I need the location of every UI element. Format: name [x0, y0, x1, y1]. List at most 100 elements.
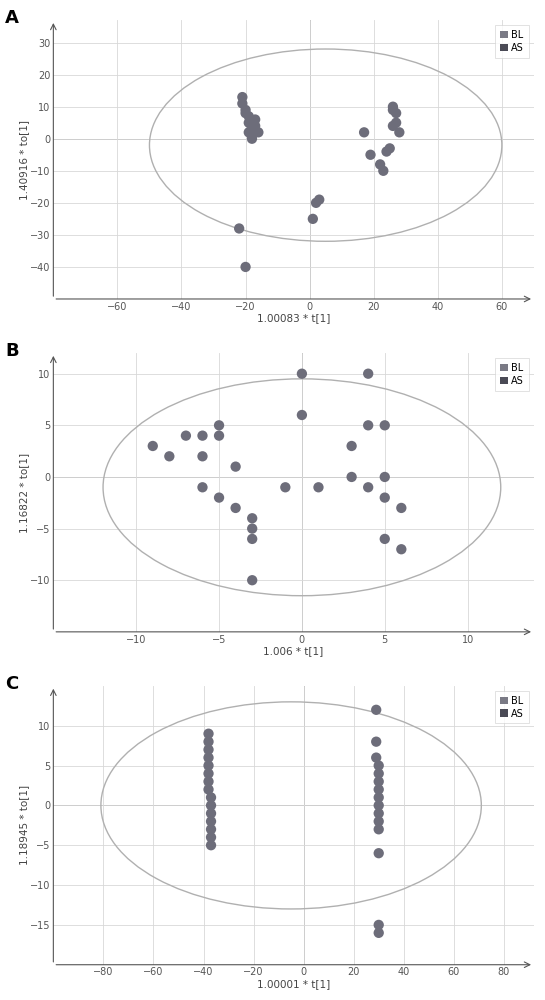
Point — [380, 417, 389, 433]
Point — [247, 128, 256, 144]
X-axis label: 1.006 * t[1]: 1.006 * t[1] — [263, 646, 324, 656]
Point — [244, 115, 253, 131]
Point — [397, 500, 405, 516]
Point — [241, 105, 250, 121]
Point — [364, 479, 373, 495]
Point — [389, 99, 397, 115]
Point — [389, 102, 397, 118]
Point — [215, 417, 223, 433]
Point — [389, 118, 397, 134]
Point — [248, 521, 257, 537]
Point — [204, 774, 213, 790]
Point — [207, 805, 215, 821]
Point — [241, 102, 250, 118]
Point — [376, 156, 384, 172]
Point — [380, 490, 389, 506]
Point — [204, 781, 213, 797]
Point — [281, 479, 290, 495]
Point — [181, 428, 190, 444]
Point — [372, 702, 380, 718]
Point — [247, 131, 256, 147]
Point — [165, 448, 174, 464]
Point — [374, 797, 383, 813]
Point — [198, 428, 207, 444]
Point — [364, 417, 373, 433]
Point — [380, 469, 389, 485]
Point — [374, 805, 383, 821]
Point — [238, 89, 247, 105]
Point — [298, 407, 306, 423]
Text: B: B — [5, 342, 19, 360]
Legend: BL, AS: BL, AS — [495, 25, 529, 58]
Point — [374, 774, 383, 790]
X-axis label: 1.00083 * t[1]: 1.00083 * t[1] — [257, 313, 330, 323]
Point — [247, 121, 256, 137]
Point — [347, 438, 356, 454]
Point — [308, 211, 317, 227]
Point — [248, 572, 257, 588]
Point — [315, 192, 324, 208]
Point — [392, 115, 401, 131]
Point — [207, 821, 215, 837]
Point — [397, 541, 405, 557]
Point — [360, 124, 368, 140]
Point — [385, 140, 394, 156]
Legend: BL, AS: BL, AS — [495, 691, 529, 723]
Point — [374, 821, 383, 837]
Point — [204, 742, 213, 758]
Point — [204, 758, 213, 774]
Point — [379, 163, 387, 179]
Point — [382, 144, 391, 160]
Point — [374, 758, 383, 774]
Point — [207, 789, 215, 805]
Point — [215, 428, 223, 444]
Point — [244, 108, 253, 124]
Legend: BL, AS: BL, AS — [495, 358, 529, 391]
Point — [395, 124, 404, 140]
Point — [374, 813, 383, 829]
Point — [241, 259, 250, 275]
Point — [374, 925, 383, 941]
Point — [207, 797, 215, 813]
Point — [207, 829, 215, 845]
Point — [248, 510, 257, 526]
Point — [248, 531, 257, 547]
Y-axis label: 1.16822 * to[1]: 1.16822 * to[1] — [19, 452, 29, 533]
Point — [238, 95, 247, 111]
Text: A: A — [5, 9, 19, 27]
Point — [244, 124, 253, 140]
Point — [364, 366, 373, 382]
Point — [392, 105, 401, 121]
Point — [374, 789, 383, 805]
Point — [372, 750, 380, 766]
Point — [215, 490, 223, 506]
Point — [231, 500, 240, 516]
Y-axis label: 1.40916 * to[1]: 1.40916 * to[1] — [19, 120, 29, 200]
Point — [298, 366, 306, 382]
Point — [374, 917, 383, 933]
Point — [314, 479, 323, 495]
Point — [254, 124, 263, 140]
Point — [207, 837, 215, 853]
Point — [235, 220, 244, 236]
Point — [251, 118, 259, 134]
Point — [204, 750, 213, 766]
Point — [347, 469, 356, 485]
Y-axis label: 1.18945 * to[1]: 1.18945 * to[1] — [19, 785, 29, 865]
Point — [204, 734, 213, 750]
Point — [148, 438, 157, 454]
X-axis label: 1.00001 * t[1]: 1.00001 * t[1] — [257, 979, 330, 989]
Point — [312, 195, 320, 211]
Text: C: C — [5, 675, 19, 693]
Point — [251, 112, 259, 128]
Point — [198, 479, 207, 495]
Point — [374, 781, 383, 797]
Point — [380, 531, 389, 547]
Point — [374, 845, 383, 861]
Point — [366, 147, 375, 163]
Point — [198, 448, 207, 464]
Point — [372, 734, 380, 750]
Point — [204, 766, 213, 782]
Point — [207, 813, 215, 829]
Point — [374, 766, 383, 782]
